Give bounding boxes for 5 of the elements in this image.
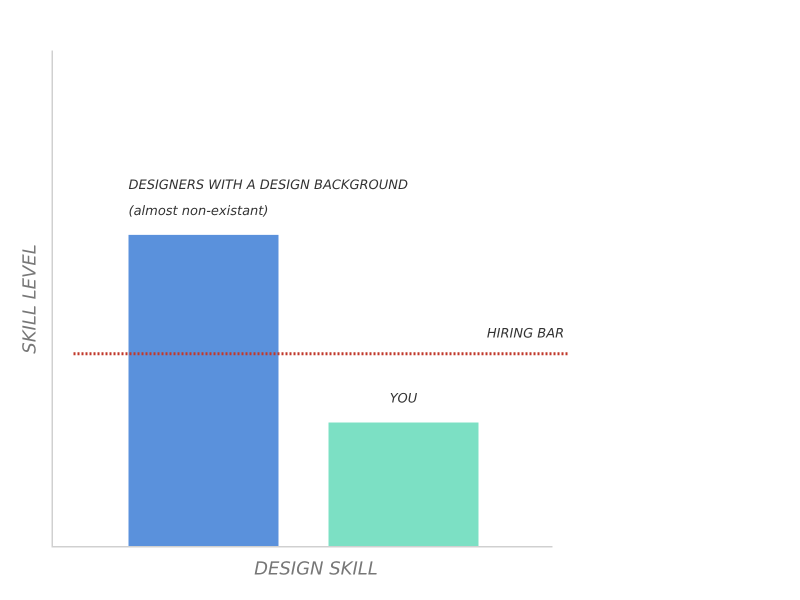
ref-line-label: HIRING BAR xyxy=(486,326,564,342)
annotation: YOU xyxy=(390,391,418,406)
y-axis-title: SKILL LEVEL xyxy=(20,244,40,354)
x-axis-title: DESIGN SKILL xyxy=(254,558,378,580)
text: DESIGNERS WITH A DESIGN BACKGROUND (almost non-existant) xyxy=(128,178,408,219)
